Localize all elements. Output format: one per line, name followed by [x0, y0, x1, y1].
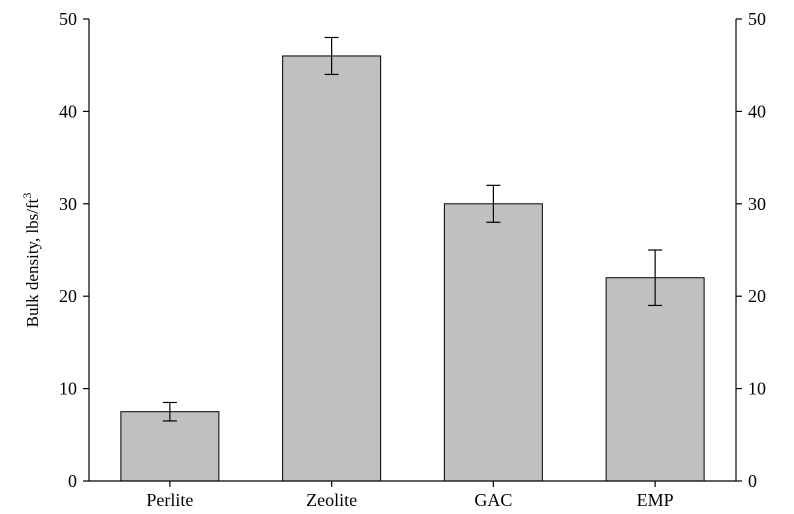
- bar-emp: [605, 277, 705, 482]
- right-y-tick-label-10: 10: [748, 379, 766, 399]
- bar-gac: [443, 203, 543, 482]
- right-y-tick-label-30: 30: [748, 194, 766, 214]
- x-tick-label-perlite: Perlite: [146, 490, 193, 510]
- left-y-tick-label-30: 30: [59, 194, 77, 214]
- left-y-tick-label-10: 10: [59, 379, 77, 399]
- x-tick-label-zeolite: Zeolite: [306, 490, 357, 510]
- right-y-tick-label-50: 50: [748, 9, 766, 29]
- left-y-tick-label-0: 0: [68, 471, 77, 491]
- left-y-tick-label-40: 40: [59, 101, 77, 121]
- x-tick-label-emp: EMP: [637, 490, 674, 510]
- error-bars-group: [162, 36, 663, 422]
- left-y-tick-label-20: 20: [59, 286, 77, 306]
- right-y-tick-label-40: 40: [748, 101, 766, 121]
- y-axis-title-main: Bulk density, lbs/ft: [23, 198, 42, 327]
- left-y-tick-label-50: 50: [59, 9, 77, 29]
- x-ticks: Perlite Zeolite GAC EMP: [146, 481, 674, 510]
- right-y-tick-label-0: 0: [748, 471, 757, 491]
- bars-group: [120, 55, 705, 482]
- right-y-ticks: 0 10 20 30 40 50: [736, 9, 766, 491]
- left-y-ticks: 0 10 20 30 40 50: [59, 9, 89, 491]
- x-tick-label-gac: GAC: [474, 490, 512, 510]
- y-axis-title: Bulk density, lbs/ft3: [20, 193, 42, 328]
- right-y-tick-label-20: 20: [748, 286, 766, 306]
- bar-zeolite: [282, 55, 382, 482]
- bar-perlite: [120, 411, 220, 482]
- y-axis-title-superscript: 3: [20, 193, 34, 199]
